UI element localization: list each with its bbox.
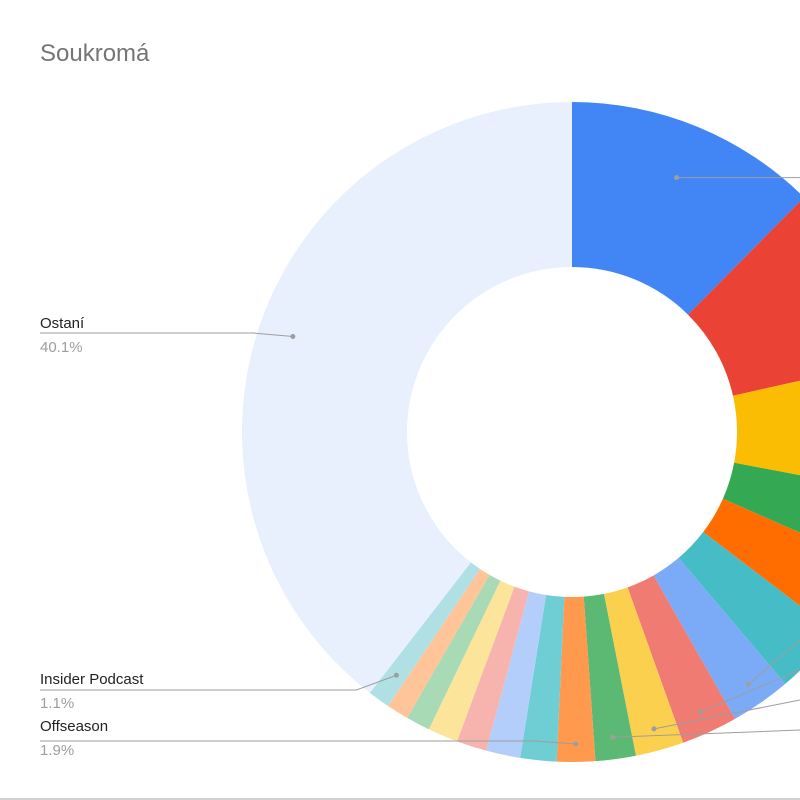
donut-slice-15[interactable] <box>428 580 515 742</box>
leader-line <box>612 729 800 738</box>
donut-slice-10[interactable] <box>583 593 636 762</box>
leader-dot <box>697 709 703 715</box>
bottom-divider <box>0 798 800 800</box>
donut-slice-5[interactable] <box>703 498 800 632</box>
donut-slice-6[interactable] <box>678 532 800 684</box>
chart-title: Soukromá <box>40 40 150 67</box>
donut-slice-16[interactable] <box>407 574 501 730</box>
donut-slice-ostan-[interactable] <box>241 101 572 693</box>
donut-slice-offseason[interactable] <box>556 596 596 762</box>
donut-slice-4[interactable] <box>722 462 800 566</box>
donut-slice-9[interactable] <box>603 587 684 756</box>
donut-slice-7[interactable] <box>653 557 786 719</box>
slice-percent-label: 40.1% <box>40 339 83 356</box>
leader-line <box>700 669 800 713</box>
leader-dot <box>651 726 657 732</box>
donut-slice-3[interactable] <box>732 360 800 494</box>
donut-slice-12[interactable] <box>520 594 565 762</box>
donut-slice-8[interactable] <box>627 575 736 743</box>
leader-dot <box>610 734 616 740</box>
donut-slice-17[interactable] <box>388 568 490 718</box>
slice-label: Insider Podcast <box>40 671 144 688</box>
leader-dot <box>290 334 296 340</box>
leader-line <box>40 332 293 338</box>
labels-group: Offseason 1.9% Insider Podcast 1.1% Ostaní 40… <box>40 315 144 759</box>
leader-line <box>748 639 800 685</box>
leader-line <box>653 699 800 730</box>
slice-label: Offseason <box>40 718 108 735</box>
slice-percent-label: 1.1% <box>40 695 74 712</box>
leader-line <box>40 740 576 745</box>
leader-dot <box>393 672 399 678</box>
leaders-group <box>40 175 800 747</box>
donut-slice-13[interactable] <box>486 591 547 758</box>
leader-dot <box>573 741 579 747</box>
donut-slice-14[interactable] <box>457 586 530 751</box>
leader-dot <box>674 175 680 181</box>
leader-dot <box>745 681 751 687</box>
donut-slice-2[interactable] <box>688 197 800 396</box>
donut-slice-insider-podcast[interactable] <box>369 562 481 706</box>
slices-group <box>241 101 800 762</box>
slice-label: Ostaní <box>40 315 85 332</box>
donut-slice-1[interactable] <box>572 102 800 315</box>
slice-percent-label: 1.9% <box>40 742 74 759</box>
leader-line <box>40 674 397 691</box>
